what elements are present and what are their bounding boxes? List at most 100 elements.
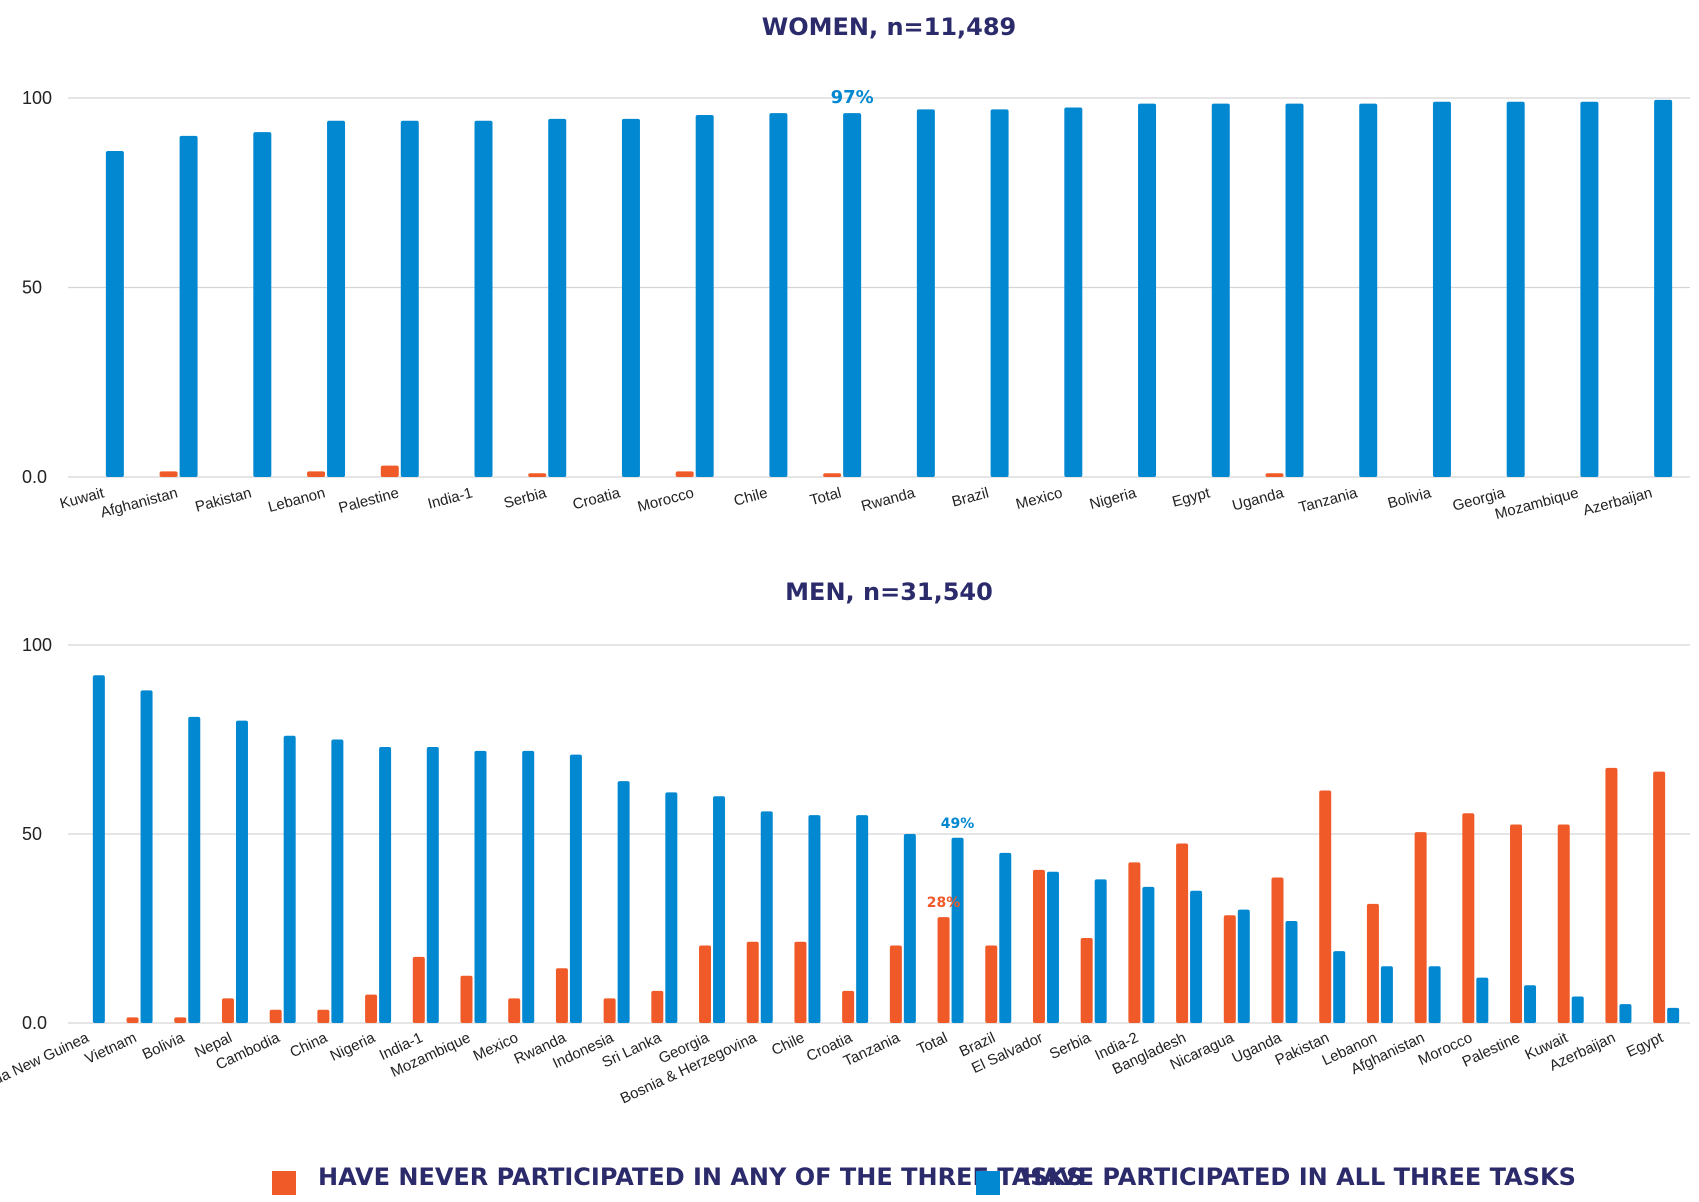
legend-swatch-all	[976, 1171, 1000, 1195]
bar-never	[889, 945, 902, 1023]
bar-never	[603, 998, 616, 1023]
x-tick-label: Chile	[732, 484, 769, 509]
y-tick-label: 100	[22, 635, 52, 655]
bar-all	[1285, 103, 1304, 477]
x-tick-label: Uganda	[1230, 484, 1286, 514]
x-tick-label: Total	[808, 484, 843, 509]
bar-never	[1462, 813, 1475, 1023]
bar-all	[617, 781, 630, 1023]
y-tick-label: 0.0	[22, 1013, 47, 1033]
bar-all	[1476, 977, 1489, 1023]
bar-never	[1366, 903, 1379, 1023]
bar-all	[665, 792, 678, 1023]
x-tick-label: Bolivia	[1386, 484, 1434, 512]
bar-all	[769, 113, 788, 477]
bar-all	[1237, 909, 1250, 1023]
bar-never	[317, 1009, 330, 1023]
bar-never	[1605, 767, 1618, 1023]
bar-all	[474, 120, 493, 478]
bar-all	[474, 750, 487, 1023]
bar-all	[1138, 103, 1157, 477]
bar-all	[1580, 101, 1599, 477]
bar-never	[1080, 937, 1093, 1023]
bar-all	[283, 735, 296, 1023]
x-tick-label: Pakistan	[193, 484, 253, 515]
y-tick-label: 0.0	[22, 467, 47, 487]
bar-all	[990, 109, 1009, 478]
x-tick-label: Brazil	[950, 484, 991, 510]
y-tick-label: 50	[22, 824, 42, 844]
bar-never	[269, 1009, 282, 1023]
bar-all	[916, 109, 935, 478]
bar-never	[842, 990, 855, 1023]
bar-never	[221, 998, 234, 1023]
bar-all	[253, 132, 272, 478]
bar-all	[1619, 1004, 1632, 1023]
x-tick-label: Vietnam	[82, 1029, 139, 1068]
bar-never	[675, 471, 694, 477]
bar-never	[126, 1017, 139, 1023]
bar-never	[823, 473, 842, 477]
x-tick-label: Chile	[769, 1029, 807, 1059]
bar-never	[699, 945, 712, 1023]
bar-all	[713, 796, 726, 1023]
bar-never	[508, 998, 521, 1023]
bar-never	[1510, 824, 1523, 1023]
bar-all	[379, 747, 392, 1023]
legend-label-never: HAVE NEVER PARTICIPATED IN ANY OF THE TH…	[318, 1163, 1083, 1191]
bar-all	[1380, 966, 1393, 1023]
bar-never	[1223, 915, 1236, 1023]
bar-all	[1190, 890, 1203, 1023]
legend-label-all: HAVE PARTICIPATED IN ALL THREE TASKS	[1022, 1163, 1576, 1191]
bar-all	[331, 739, 344, 1023]
x-tick-label: Serbia	[502, 484, 549, 512]
bar-never	[380, 465, 399, 477]
bar-all	[1667, 1007, 1680, 1023]
x-tick-label: Bolivia	[140, 1029, 188, 1063]
x-tick-label: Mexico	[471, 1029, 521, 1064]
bar-all	[1654, 99, 1673, 478]
x-tick-label: Mexico	[1014, 484, 1064, 513]
x-tick-label: Nigeria	[328, 1029, 379, 1065]
bar-never	[985, 945, 998, 1023]
bar-all	[1432, 101, 1451, 477]
bar-never	[1319, 790, 1332, 1023]
bar-all	[903, 834, 916, 1023]
x-tick-label: Serbia	[1047, 1029, 1094, 1063]
x-tick-label: Rwanda	[859, 484, 917, 515]
x-tick-label: Egypt	[1624, 1029, 1667, 1061]
bar-all	[1285, 920, 1298, 1023]
x-tick-label: Nigeria	[1088, 484, 1139, 513]
bar-never	[794, 941, 807, 1023]
bar-all	[235, 720, 248, 1023]
x-tick-label: Croatia	[571, 484, 623, 513]
chart-title: MEN, n=31,540	[785, 578, 993, 606]
bar-all	[808, 815, 821, 1023]
bar-all	[1524, 985, 1537, 1023]
bar-never	[651, 990, 664, 1023]
y-tick-label: 100	[22, 88, 52, 108]
x-tick-label: Palestine	[337, 484, 401, 516]
bar-all	[856, 815, 869, 1023]
bar-all	[1046, 871, 1059, 1023]
bar-all	[621, 118, 640, 477]
x-tick-label: Lebanon	[266, 484, 327, 516]
bar-never	[365, 994, 378, 1023]
bar-all	[426, 747, 439, 1023]
bar-all	[188, 716, 201, 1023]
bar-all	[179, 135, 198, 477]
x-tick-label: Mozambique	[1493, 484, 1580, 523]
y-tick-label: 50	[22, 278, 42, 298]
bar-all	[327, 120, 346, 478]
bar-never	[1557, 824, 1570, 1023]
bar-all	[760, 811, 773, 1023]
data-label: 28%	[927, 895, 961, 911]
bar-all	[569, 754, 582, 1023]
bar-all	[1333, 951, 1346, 1023]
x-tick-label: Papua New Guinea	[0, 1029, 92, 1100]
bar-all	[400, 120, 419, 478]
bar-all	[1211, 103, 1230, 477]
x-tick-label: Tanzania	[1297, 484, 1360, 516]
bar-never	[937, 917, 950, 1023]
